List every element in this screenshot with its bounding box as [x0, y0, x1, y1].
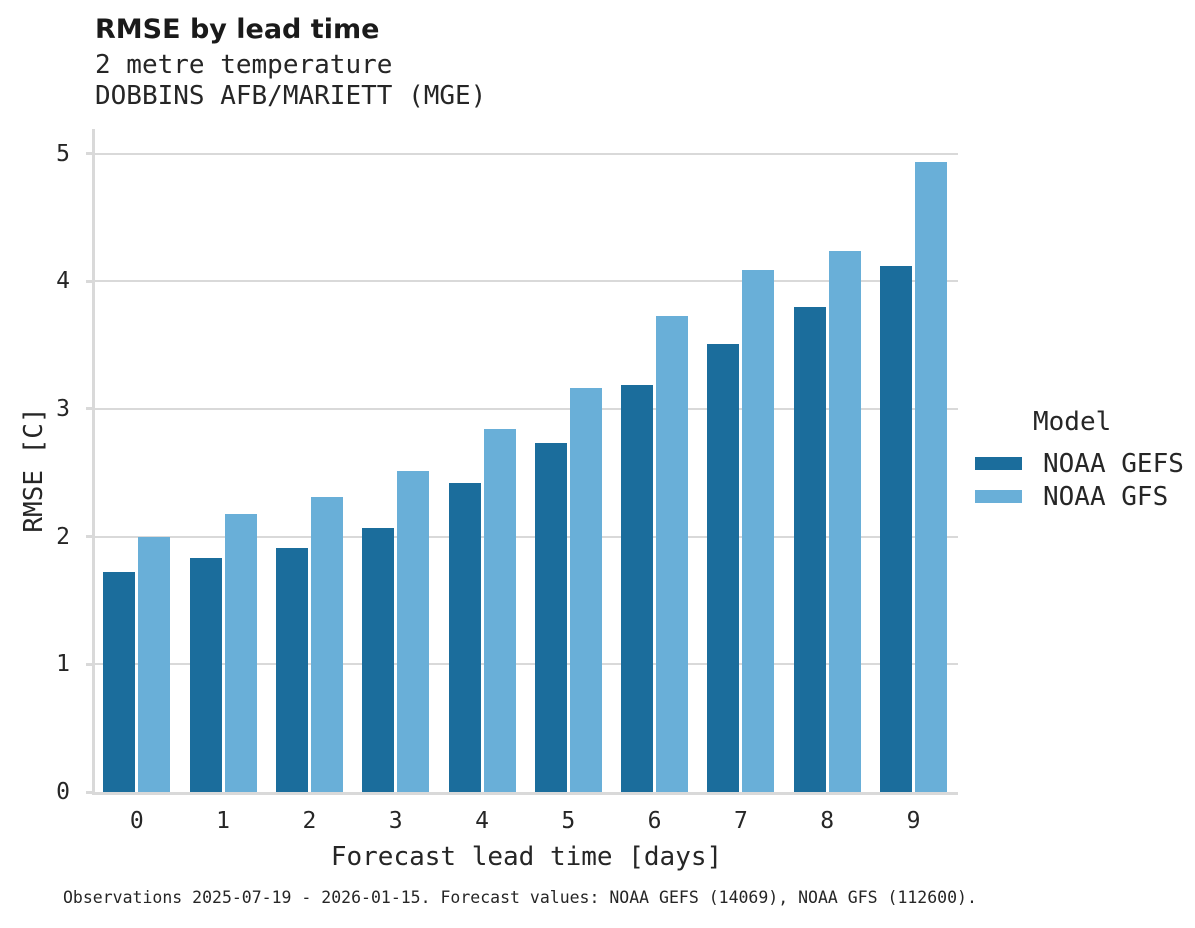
- legend-title: Model: [1033, 407, 1112, 437]
- x-tick-label: 7: [733, 808, 748, 834]
- bar-noaa-gfs: [397, 471, 430, 792]
- y-tick: [86, 279, 92, 283]
- y-tick: [86, 407, 92, 411]
- y-axis-label: RMSE [C]: [19, 407, 49, 533]
- legend-entry: NOAA GEFS: [975, 447, 1184, 480]
- x-tick-label: 6: [647, 808, 662, 834]
- gridline: [95, 280, 958, 283]
- y-tick: [86, 152, 92, 155]
- gridline: [95, 535, 958, 538]
- bar-noaa-gfs: [224, 513, 257, 792]
- y-tick-label: 2: [56, 523, 70, 550]
- bar-noaa-gfs: [310, 497, 343, 792]
- x-tick-label: 5: [561, 808, 576, 834]
- bar-noaa-gefs: [621, 384, 654, 792]
- bar-noaa-gfs: [569, 388, 602, 792]
- bar-noaa-gefs: [793, 306, 826, 792]
- chart-subtitle: 2 metre temperature DOBBINS AFB/MARIETT …: [95, 50, 486, 112]
- bar-noaa-gefs: [362, 527, 395, 792]
- legend-entry-label: NOAA GFS: [1043, 481, 1169, 512]
- bar-noaa-gfs: [138, 536, 171, 792]
- chart-subtitle-line2: DOBBINS AFB/MARIETT (MGE): [95, 81, 487, 111]
- gridline: [95, 407, 958, 410]
- y-tick-label: 3: [56, 395, 70, 422]
- legend-swatch-icon: [975, 457, 1022, 470]
- bar-noaa-gefs: [707, 343, 740, 792]
- x-tick-label: 8: [820, 808, 835, 834]
- chart-subtitle-line1: 2 metre temperature: [95, 50, 393, 80]
- chart-title: RMSE by lead time: [95, 14, 380, 45]
- plot-area: 0 1 2 3 4 5 0 1 2 3 4 5 6 7 8 9 Forecast lead time [da…: [56, 129, 958, 872]
- x-tick-label: 9: [906, 808, 921, 834]
- bar-noaa-gefs: [275, 548, 308, 792]
- y-tick-label: 1: [56, 651, 70, 678]
- bar-noaa-gefs: [448, 482, 481, 792]
- bar-noaa-gfs: [483, 429, 516, 792]
- y-tick: [86, 662, 92, 666]
- chart-footnote: Observations 2025-07-19 - 2026-01-15. Fo…: [63, 888, 977, 907]
- gridline: [95, 152, 958, 155]
- bar-noaa-gfs: [828, 250, 861, 792]
- y-tick: [86, 535, 92, 539]
- legend: Model NOAA GEFS NOAA GFS: [975, 406, 1184, 513]
- x-tick-label: 4: [475, 808, 489, 834]
- x-axis-spine: [92, 792, 958, 795]
- y-tick-label: 4: [56, 268, 70, 295]
- y-axis-spine: [92, 129, 95, 795]
- y-tick: [86, 790, 92, 794]
- x-tick-label: 0: [129, 808, 144, 834]
- x-tick-label: 1: [216, 808, 231, 834]
- gridline: [95, 663, 958, 666]
- legend-entry: NOAA GFS: [975, 480, 1184, 513]
- bar-noaa-gefs: [880, 265, 912, 792]
- y-tick-label: 0: [56, 779, 70, 805]
- bar-noaa-gfs: [656, 315, 689, 792]
- legend-swatch-icon: [975, 490, 1022, 503]
- legend-entries: NOAA GEFS NOAA GFS: [975, 447, 1184, 513]
- bar-noaa-gfs: [742, 269, 775, 792]
- x-tick-label: 3: [388, 808, 403, 834]
- bar-noaa-gefs: [189, 558, 222, 792]
- bar-noaa-gefs: [534, 443, 567, 792]
- bar-noaa-gfs: [915, 162, 947, 792]
- bar-noaa-gefs: [103, 572, 136, 792]
- x-axis-label: Forecast lead time [days]: [330, 842, 723, 872]
- legend-entry-label: NOAA GEFS: [1043, 448, 1184, 479]
- y-tick-label: 5: [56, 140, 70, 167]
- x-tick-label: 2: [302, 808, 317, 834]
